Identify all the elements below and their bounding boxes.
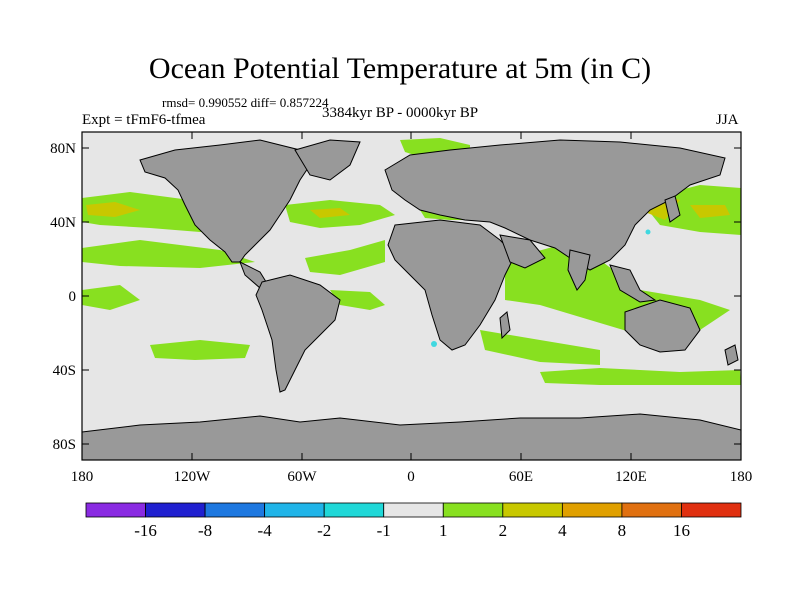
- land-south-america: [255, 274, 341, 393]
- warm-anomaly-pacific-east: [690, 205, 730, 218]
- land-japan: [664, 195, 681, 223]
- lon-label-180w: 180: [71, 469, 94, 485]
- lat-label-40s: 40S: [53, 363, 76, 379]
- colorbar-label-5: 1: [439, 521, 448, 540]
- land-africa: [387, 219, 516, 351]
- land-antarctica: [82, 413, 741, 460]
- cool-anomaly-japan: [645, 229, 651, 235]
- land-southeast-asia: [609, 264, 657, 303]
- colorbar-box-9: [621, 502, 682, 518]
- lat-label-40n: 40N: [50, 215, 76, 231]
- land-arabia: [499, 234, 546, 269]
- colorbar-box-6: [442, 502, 504, 518]
- colorbar: -16 -8 -4 -2 -1 1 2 4 8 16: [85, 502, 742, 540]
- lat-ticks: [82, 147, 741, 445]
- warm-anomaly-patches: [86, 195, 730, 220]
- land-north-america: [139, 139, 311, 263]
- colorbar-box-7: [502, 502, 563, 518]
- colorbar-label-0: -16: [134, 521, 157, 540]
- cool-anomaly-south-africa: [431, 341, 437, 347]
- land-masses: [82, 139, 741, 460]
- cool-anomaly-patches: [431, 229, 651, 347]
- warm-anomaly-atlantic: [310, 208, 350, 218]
- lon-label-120w: 120W: [174, 469, 212, 485]
- experiment-label: Expt = tFmF6-tfmea: [82, 112, 206, 128]
- colorbar-box-5: [383, 502, 444, 518]
- colorbar-label-4: -1: [377, 521, 391, 540]
- lon-label-60e: 60E: [509, 469, 533, 485]
- anomaly-south-atlantic: [330, 290, 385, 310]
- colorbar-box-4: [323, 502, 385, 518]
- land-australia: [624, 299, 701, 353]
- stats-text: rmsd= 0.990552 diff= 0.857224: [162, 95, 329, 110]
- colorbar-box-3: [264, 502, 325, 518]
- anomaly-east-pacific-coast: [82, 285, 140, 310]
- lat-tick-labels: 80N 40N 0 40S 80S: [50, 141, 76, 453]
- colorbar-box-2: [204, 502, 266, 518]
- lat-label-80s: 80S: [53, 437, 76, 453]
- warm-anomaly-north-pacific: [86, 202, 140, 217]
- colorbar-box-0: [85, 502, 146, 518]
- land-madagascar: [499, 311, 511, 340]
- colorbar-box-8: [561, 502, 623, 518]
- lat-label-80n: 80N: [50, 141, 76, 157]
- colorbar-label-7: 4: [558, 521, 567, 540]
- lon-tick-labels: 180 120W 60W 0 60E 120E 180: [71, 469, 753, 485]
- anomaly-southern-ocean: [540, 368, 741, 385]
- lon-label-60w: 60W: [287, 469, 317, 485]
- anomaly-south-indian: [480, 330, 600, 365]
- colorbar-box-1: [145, 502, 206, 518]
- lat-label-0: 0: [69, 289, 77, 305]
- lon-label-0: 0: [407, 469, 415, 485]
- season-label: JJA: [716, 112, 739, 128]
- colorbar-label-9: 16: [673, 521, 690, 540]
- land-new-zealand: [724, 344, 739, 366]
- anomaly-tropical-atlantic: [305, 240, 385, 275]
- colorbar-label-8: 8: [618, 521, 627, 540]
- colorbar-label-3: -2: [317, 521, 331, 540]
- colorbar-label-1: -8: [198, 521, 212, 540]
- anomaly-pacific-band: [82, 240, 255, 268]
- colorbar-box-10: [681, 502, 742, 518]
- period-label: 3384kyr BP - 0000kyr BP: [322, 105, 479, 121]
- land-eurasia: [384, 139, 726, 271]
- lon-label-120e: 120E: [615, 469, 647, 485]
- chart-title: Ocean Potential Temperature at 5m (in C): [148, 52, 652, 85]
- lon-ticks: [81, 132, 742, 460]
- colorbar-label-6: 2: [499, 521, 508, 540]
- colorbar-label-2: -4: [258, 521, 273, 540]
- anomaly-south-pacific: [150, 340, 250, 360]
- land-greenland: [294, 139, 361, 181]
- land-india: [567, 249, 591, 291]
- lon-label-180e: 180: [730, 469, 753, 485]
